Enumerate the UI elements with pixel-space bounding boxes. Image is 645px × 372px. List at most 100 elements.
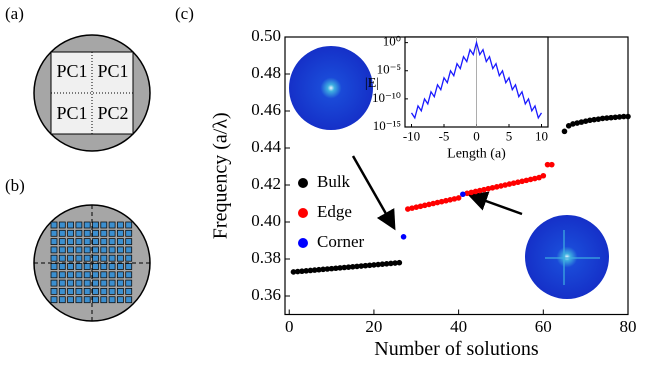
rod <box>101 222 107 228</box>
rod <box>68 288 74 294</box>
pc-label: PC2 <box>97 103 128 123</box>
x-tick-label: -5 <box>439 128 450 143</box>
rod <box>126 272 132 278</box>
y-tick-label: 0.42 <box>251 174 281 193</box>
rod <box>51 222 57 228</box>
rod <box>76 247 82 253</box>
rod <box>126 255 132 261</box>
rod <box>51 247 57 253</box>
rod <box>76 280 82 286</box>
x-axis-label: Number of solutions <box>374 338 539 360</box>
x-tick-label: 5 <box>506 128 513 143</box>
y-tick-label: 10⁻⁵ <box>377 62 401 77</box>
rod <box>84 255 90 261</box>
rod <box>84 297 90 303</box>
rod <box>117 288 123 294</box>
rod <box>51 255 57 261</box>
rod <box>126 264 132 270</box>
rod <box>126 297 132 303</box>
y-axis-label: Frequency (a/λ) <box>210 112 232 239</box>
rod <box>76 297 82 303</box>
rod <box>93 288 99 294</box>
rod <box>109 239 115 245</box>
data-point <box>541 173 547 179</box>
rod <box>109 280 115 286</box>
x-axis-label: Length (a) <box>447 147 506 162</box>
rod <box>109 222 115 228</box>
rod <box>117 272 123 278</box>
legend-label: Bulk <box>317 172 351 191</box>
rod <box>126 288 132 294</box>
rod <box>109 288 115 294</box>
pc-label: PC1 <box>97 61 128 81</box>
rod <box>76 230 82 236</box>
rod <box>68 247 74 253</box>
x-tick-label: 0 <box>473 128 480 143</box>
rod <box>76 222 82 228</box>
rod <box>76 288 82 294</box>
rod <box>59 222 65 228</box>
rod <box>117 247 123 253</box>
rod <box>68 255 74 261</box>
arrow <box>353 156 393 226</box>
figure: (a) (b) (c) PC1 PC1 PC1 PC2 0204060800.3… <box>0 0 645 372</box>
rod <box>101 264 107 270</box>
rod <box>93 264 99 270</box>
y-axis-label: |E| <box>365 76 379 91</box>
rod <box>117 222 123 228</box>
rod <box>101 288 107 294</box>
rod <box>101 239 107 245</box>
rod <box>93 272 99 278</box>
rod <box>126 230 132 236</box>
rod <box>109 264 115 270</box>
data-point <box>549 162 555 168</box>
rod <box>68 222 74 228</box>
rod <box>84 222 90 228</box>
legend-marker <box>298 238 308 248</box>
rod <box>117 255 123 261</box>
rod <box>68 280 74 286</box>
rod <box>117 280 123 286</box>
y-tick-label: 10⁰ <box>383 34 401 49</box>
rod <box>126 239 132 245</box>
y-tick-label: 0.44 <box>251 137 281 156</box>
legend-label: Corner <box>317 232 365 251</box>
rod <box>68 272 74 278</box>
x-tick-label: 60 <box>535 317 552 336</box>
rod <box>126 247 132 253</box>
rod <box>59 255 65 261</box>
y-tick-label: 10⁻¹⁰ <box>372 90 401 105</box>
rod <box>101 272 107 278</box>
rod <box>109 272 115 278</box>
x-tick-label: 0 <box>285 317 294 336</box>
x-tick-label: 40 <box>450 317 467 336</box>
rod <box>84 230 90 236</box>
rod <box>93 255 99 261</box>
rod <box>93 297 99 303</box>
rod <box>59 280 65 286</box>
rod <box>101 297 107 303</box>
rod <box>51 280 57 286</box>
rod <box>76 255 82 261</box>
rod <box>76 239 82 245</box>
rod <box>84 288 90 294</box>
y-tick-label: 0.50 <box>251 26 281 45</box>
legend-marker <box>298 208 308 218</box>
rod <box>51 264 57 270</box>
x-tick-label: 80 <box>620 317 637 336</box>
y-tick-label: 0.38 <box>251 248 281 267</box>
rod <box>59 239 65 245</box>
rod <box>59 272 65 278</box>
data-point <box>401 234 407 240</box>
rod <box>93 280 99 286</box>
panel-label: (a) <box>5 4 24 23</box>
y-tick-label: 0.40 <box>251 211 281 230</box>
rod <box>84 280 90 286</box>
rod <box>117 239 123 245</box>
rod <box>84 247 90 253</box>
pc-label: PC1 <box>56 61 87 81</box>
panel-label: (b) <box>5 176 25 195</box>
rod <box>109 230 115 236</box>
rod <box>126 222 132 228</box>
rod <box>93 247 99 253</box>
